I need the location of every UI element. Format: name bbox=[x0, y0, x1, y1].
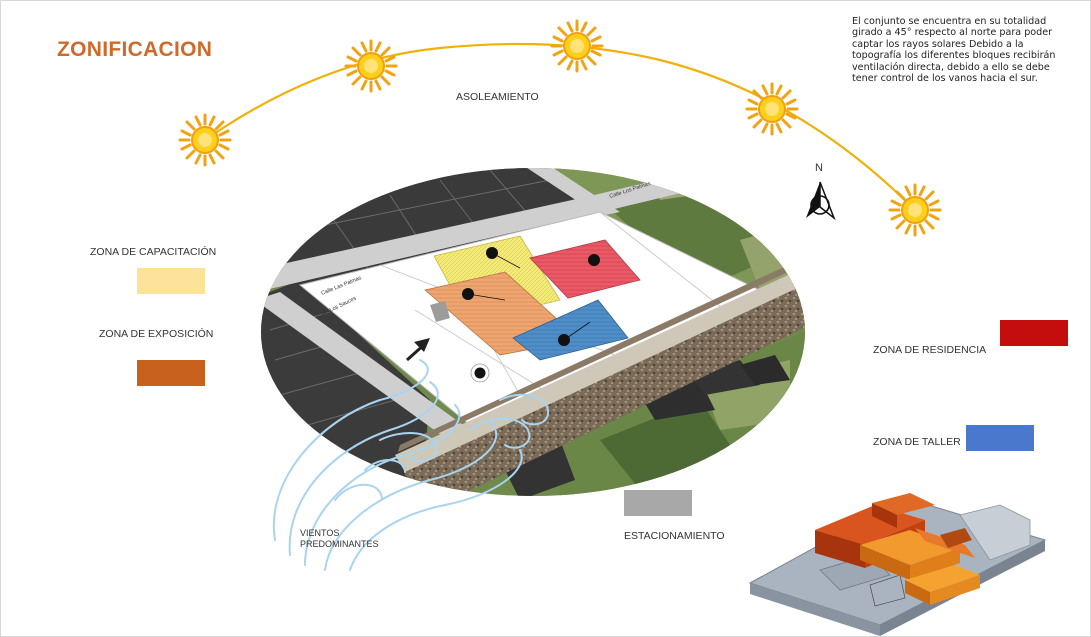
sun-path-label: ASOLEAMIENTO bbox=[456, 91, 539, 103]
legend-swatch-estacionamiento bbox=[624, 490, 692, 516]
page-title: ZONIFICACION bbox=[57, 38, 213, 61]
description-note: El conjunto se encuentra en su totalidad… bbox=[852, 16, 1056, 85]
legend-label-estacionamiento: ESTACIONAMIENTO bbox=[624, 530, 725, 542]
wind-swirl-icon bbox=[272, 359, 550, 571]
legend-label-residencia: ZONA DE RESIDENCIA bbox=[873, 344, 987, 356]
legend-label-taller: ZONA DE TALLER bbox=[873, 436, 961, 448]
sun-icon bbox=[745, 82, 799, 136]
legend-swatch-taller bbox=[966, 425, 1034, 451]
isometric-building-icon bbox=[748, 493, 1047, 636]
sun-icon bbox=[888, 183, 942, 237]
legend-swatch-capacitacion bbox=[137, 268, 205, 294]
sun-icon bbox=[550, 19, 604, 73]
sun-icon bbox=[344, 39, 398, 93]
sun-icon bbox=[178, 113, 232, 167]
legend-label-exposicion: ZONA DE EXPOSICIÓN bbox=[99, 328, 214, 340]
legend-swatch-exposicion bbox=[137, 360, 205, 386]
legend-swatch-residencia bbox=[1000, 320, 1068, 346]
legend-label-capacitacion: ZONA DE CAPACITACIÓN bbox=[90, 246, 217, 258]
north-label: N bbox=[815, 162, 823, 174]
north-arrow-icon bbox=[806, 181, 836, 221]
wind-label: VIENTOS PREDOMINANTES bbox=[300, 528, 379, 549]
site-plan bbox=[261, 168, 805, 496]
